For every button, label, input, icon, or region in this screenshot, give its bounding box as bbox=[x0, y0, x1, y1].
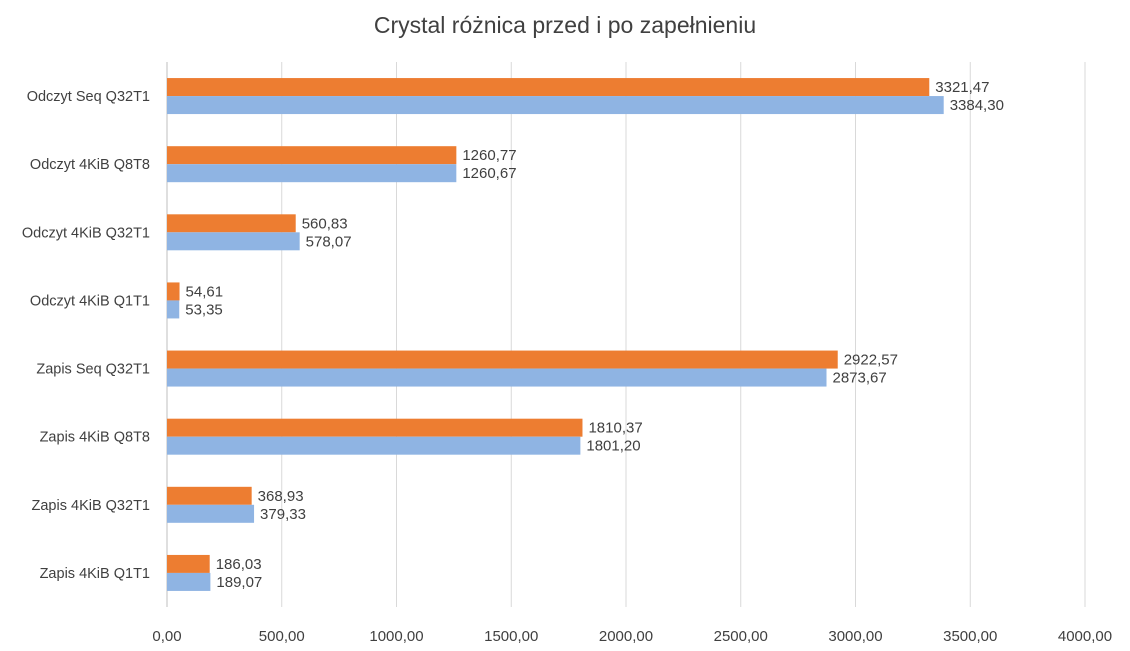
x-tick-label: 3500,00 bbox=[943, 628, 997, 645]
bar bbox=[167, 282, 180, 301]
data-label: 1260,77 bbox=[462, 147, 516, 164]
bar bbox=[167, 368, 827, 387]
x-tick-label: 500,00 bbox=[259, 628, 305, 645]
bar bbox=[167, 350, 838, 369]
chart-title: Crystal różnica przed i po zapełnieniu bbox=[373, 12, 757, 38]
data-label: 379,33 bbox=[260, 506, 306, 523]
x-tick-label: 2500,00 bbox=[714, 628, 768, 645]
bar bbox=[167, 96, 944, 115]
bar bbox=[167, 146, 457, 165]
data-label: 3321,47 bbox=[935, 79, 989, 96]
bar bbox=[167, 572, 211, 591]
data-label: 189,07 bbox=[216, 574, 262, 591]
x-tick-label: 0,00 bbox=[152, 628, 181, 645]
bar bbox=[167, 78, 930, 97]
bar bbox=[167, 486, 252, 505]
data-label: 1810,37 bbox=[588, 420, 642, 437]
category-label: Zapis Seq Q32T1 bbox=[36, 362, 150, 378]
bar bbox=[167, 436, 581, 455]
category-label: Odczyt Seq Q32T1 bbox=[27, 89, 150, 105]
category-label: Zapis 4KiB Q32T1 bbox=[32, 498, 150, 514]
category-label: Zapis 4KiB Q1T1 bbox=[40, 566, 150, 582]
data-label: 560,83 bbox=[302, 215, 348, 232]
bar bbox=[167, 554, 210, 573]
x-tick-label: 4000,00 bbox=[1058, 628, 1112, 645]
bar bbox=[167, 418, 583, 437]
x-tick-label: 1500,00 bbox=[484, 628, 538, 645]
bar bbox=[167, 504, 255, 523]
category-label: Odczyt 4KiB Q8T8 bbox=[30, 157, 150, 173]
bar bbox=[167, 214, 296, 233]
x-tick-label: 3000,00 bbox=[828, 628, 882, 645]
bar bbox=[167, 300, 180, 319]
bar bbox=[167, 232, 300, 251]
data-label: 2873,67 bbox=[833, 370, 887, 387]
x-tick-label: 1000,00 bbox=[369, 628, 423, 645]
category-label: Zapis 4KiB Q8T8 bbox=[40, 430, 150, 446]
data-label: 54,61 bbox=[186, 283, 224, 300]
data-label: 578,07 bbox=[306, 233, 352, 250]
data-label: 186,03 bbox=[216, 556, 262, 573]
data-label: 53,35 bbox=[185, 301, 223, 318]
data-label: 3384,30 bbox=[950, 97, 1004, 114]
category-label: Odczyt 4KiB Q1T1 bbox=[30, 293, 150, 309]
data-label: 2922,57 bbox=[844, 352, 898, 369]
category-label: Odczyt 4KiB Q32T1 bbox=[22, 225, 150, 241]
data-label: 368,93 bbox=[258, 488, 304, 505]
x-tick-label: 2000,00 bbox=[599, 628, 653, 645]
bar bbox=[167, 164, 457, 183]
data-label: 1260,67 bbox=[462, 165, 516, 182]
data-label: 1801,20 bbox=[586, 438, 640, 455]
